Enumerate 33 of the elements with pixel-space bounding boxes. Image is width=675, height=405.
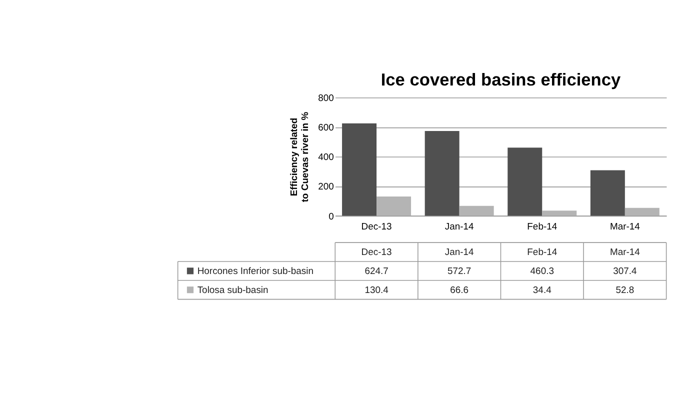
chart-title: Ice covered basins efficiency <box>380 70 622 90</box>
data-label: 52.8 <box>616 285 634 296</box>
bar <box>624 208 660 216</box>
bar <box>508 148 542 216</box>
data-label: 307.4 <box>613 266 637 278</box>
bar <box>424 131 460 216</box>
y-tick-label: 600 <box>318 122 334 134</box>
category-label: Feb-14 <box>527 247 558 258</box>
bar <box>542 210 577 216</box>
data-label: 460.3 <box>530 266 554 278</box>
data-label: 34.4 <box>532 285 552 296</box>
y-tick-label: 0 <box>328 211 334 222</box>
bar <box>376 196 412 216</box>
x-tick-label: Feb-14 <box>527 222 558 233</box>
data-label: 130.4 <box>364 285 388 296</box>
bar <box>342 123 377 216</box>
x-tick-label: Mar-14 <box>610 222 640 233</box>
data-label: 66.6 <box>450 285 469 296</box>
bar <box>590 170 625 216</box>
category-label: Dec-13 <box>361 247 392 258</box>
data-label: 572.7 <box>448 266 472 278</box>
y-tick-label: 200 <box>318 182 334 193</box>
data-label: 624.7 <box>364 266 388 278</box>
y-axis-title: Efficiency related to Cuevas river in % <box>288 111 311 202</box>
y-tick-label: 400 <box>318 152 334 164</box>
x-tick-label: Dec-13 <box>361 222 392 233</box>
bar <box>459 206 494 216</box>
category-label: Jan-14 <box>444 247 474 258</box>
category-label: Mar-14 <box>610 247 640 258</box>
legend-label: Tolosa sub-basin <box>197 285 268 296</box>
y-tick-label: 800 <box>318 93 334 104</box>
x-tick-label: Jan-14 <box>444 222 474 233</box>
legend-label: Horcones Inferior sub-basin <box>197 266 314 278</box>
